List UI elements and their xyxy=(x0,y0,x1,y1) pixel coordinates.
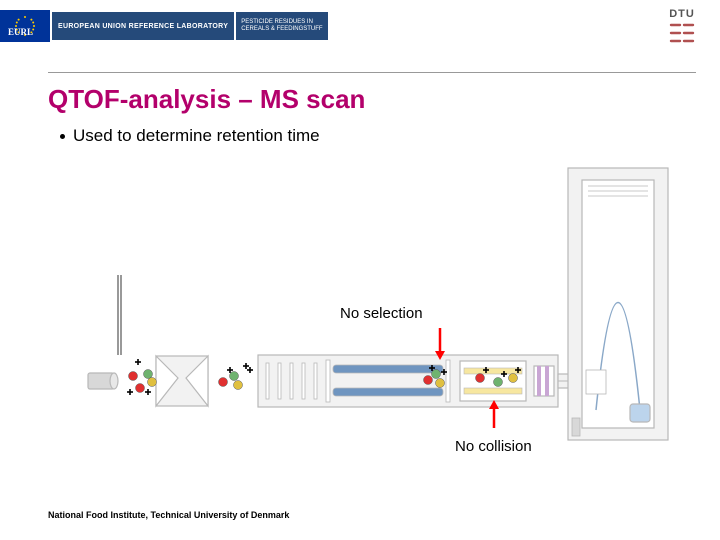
bullet-row: Used to determine retention time xyxy=(60,126,320,146)
eurl-flag-logo: EURL xyxy=(0,10,50,42)
bullet-text: Used to determine retention time xyxy=(73,126,320,146)
dtu-logo-symbol xyxy=(668,22,696,49)
header-bar: EURL EUROPEAN UNION REFERENCE LABORATORY… xyxy=(0,0,720,45)
header-divider xyxy=(48,72,696,73)
dtu-logo: DTU xyxy=(668,8,696,49)
eurl-banner-right: PESTICIDE RESIDUES IN CEREALS & FEEDINGS… xyxy=(236,12,327,40)
footer-text: National Food Institute, Technical Unive… xyxy=(48,510,289,520)
dtu-logo-text: DTU xyxy=(668,8,696,20)
eurl-banner-right-line2: CEREALS & FEEDINGSTUFF xyxy=(241,26,322,33)
slide-title: QTOF-analysis – MS scan xyxy=(48,84,365,115)
slide-title-text: QTOF-analysis – MS scan xyxy=(48,84,365,114)
qtof-diagram xyxy=(48,160,672,460)
svg-text:EURL: EURL xyxy=(8,27,33,37)
eurl-banner-left: EUROPEAN UNION REFERENCE LABORATORY xyxy=(52,12,234,40)
bullet-dot-icon xyxy=(60,134,65,139)
eurl-banner-right-line1: PESTICIDE RESIDUES IN xyxy=(241,19,322,26)
eurl-banner: EUROPEAN UNION REFERENCE LABORATORY PEST… xyxy=(52,12,328,40)
